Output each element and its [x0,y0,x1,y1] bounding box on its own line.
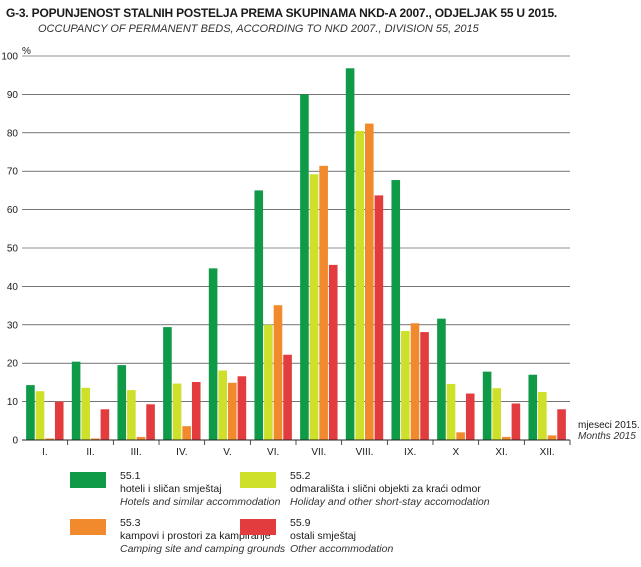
bar [182,426,191,440]
y-tick-label: 50 [7,244,19,255]
x-axis-label-hr: mjeseci 2015. [578,420,640,431]
bar [557,409,566,440]
chart-title: G-3. POPUNJENOST STALNIH POSTELJA PREMA … [6,6,558,20]
x-tick-label: X [452,447,459,458]
legend-code: 55.3 [120,517,141,529]
legend-swatch [70,472,106,488]
bar [273,305,283,440]
x-tick-label: VI. [267,447,279,458]
bar [465,393,475,440]
legend-label-en: Other accommodation [290,543,394,555]
legend-swatch [70,519,106,535]
bar [391,180,401,441]
legend-label-en: Hotels and similar accommodation [120,496,281,508]
legend-code: 55.2 [290,470,311,482]
x-tick-label: IV. [176,447,187,458]
bars [26,68,566,441]
x-tick-label: V. [223,447,232,458]
y-tick-label: 60 [7,205,19,216]
bar [456,432,465,440]
bar [146,404,155,440]
bar [547,435,557,440]
legend-code: 55.9 [290,517,311,529]
y-tick-label: 0 [12,436,18,447]
bar [117,365,127,440]
bar [437,318,446,440]
bar [502,436,511,440]
bar [71,361,81,440]
bar [264,324,273,440]
gridlines [22,55,570,402]
y-tick-label: 20 [7,359,19,370]
bar [511,403,521,440]
bar [365,123,374,441]
bar [163,327,172,440]
chart-subtitle: OCCUPANCY OF PERMANENT BEDS, ACCORDING T… [38,23,479,35]
bar [191,382,201,440]
bar [26,385,35,440]
bar [401,330,410,440]
y-tick-label: 90 [7,90,19,101]
x-tick-label: XII. [540,447,555,458]
x-axis-label: mjeseci 2015. Months 2015 [578,420,640,442]
x-tick-label: II. [86,447,94,458]
bar [355,130,364,440]
y-tick-label: 70 [7,167,19,178]
y-axis-label: % [22,46,31,57]
bar [538,392,547,440]
bar [81,387,90,440]
bar [254,190,264,440]
y-tick-label: 10 [7,397,19,408]
bar [208,268,218,440]
bar [492,388,501,440]
legend-label: hoteli i sličan smještaj [120,483,222,495]
bar [482,371,492,440]
legend-label: odmarališta i slični objekti za kraći od… [290,483,481,495]
bar [127,390,136,440]
bar [54,401,64,440]
bar [410,323,420,440]
bar [237,376,247,440]
legend-label-en: Holiday and other short-stay accomodatio… [290,496,490,508]
legend-swatch [240,519,276,535]
x-tick-label: III. [131,447,142,458]
bar [91,438,100,440]
x-tick-label: IX. [404,447,416,458]
bar [136,436,146,440]
bar [528,374,538,440]
y-tick-label: 80 [7,128,19,139]
x-axis-label-en: Months 2015 [578,431,636,442]
legend-label: kampovi i prostori za kampiranje [120,530,271,542]
bar [309,174,319,440]
bar [45,438,54,440]
bar [345,68,355,441]
x-tick-label: VIII. [356,447,374,458]
bar [420,332,429,440]
bar [228,382,237,440]
y-tick-label: 100 [1,52,18,63]
bar [283,354,292,440]
bar [319,165,328,440]
legend-code: 55.1 [120,470,141,482]
bar [328,264,338,440]
bar [374,195,384,440]
legend-swatch [240,472,276,488]
legend-label: ostali smještaj [290,530,356,542]
bar [35,391,45,440]
bar [300,94,309,441]
bar [172,383,182,440]
x-tick-label: XI. [495,447,507,458]
bar [218,370,227,440]
axes: 0 10 20 30 40 50 60 70 80 90 100 I. II. III. IV. V. VI. V… [1,52,571,458]
legend-label-en: Camping site and camping grounds [120,543,286,555]
y-tick-label: 30 [7,320,19,331]
x-tick-label: VII. [311,447,326,458]
bar [100,409,110,440]
y-tick-label: 40 [7,282,19,293]
x-tick-label: I. [42,447,48,458]
bar [446,383,456,440]
